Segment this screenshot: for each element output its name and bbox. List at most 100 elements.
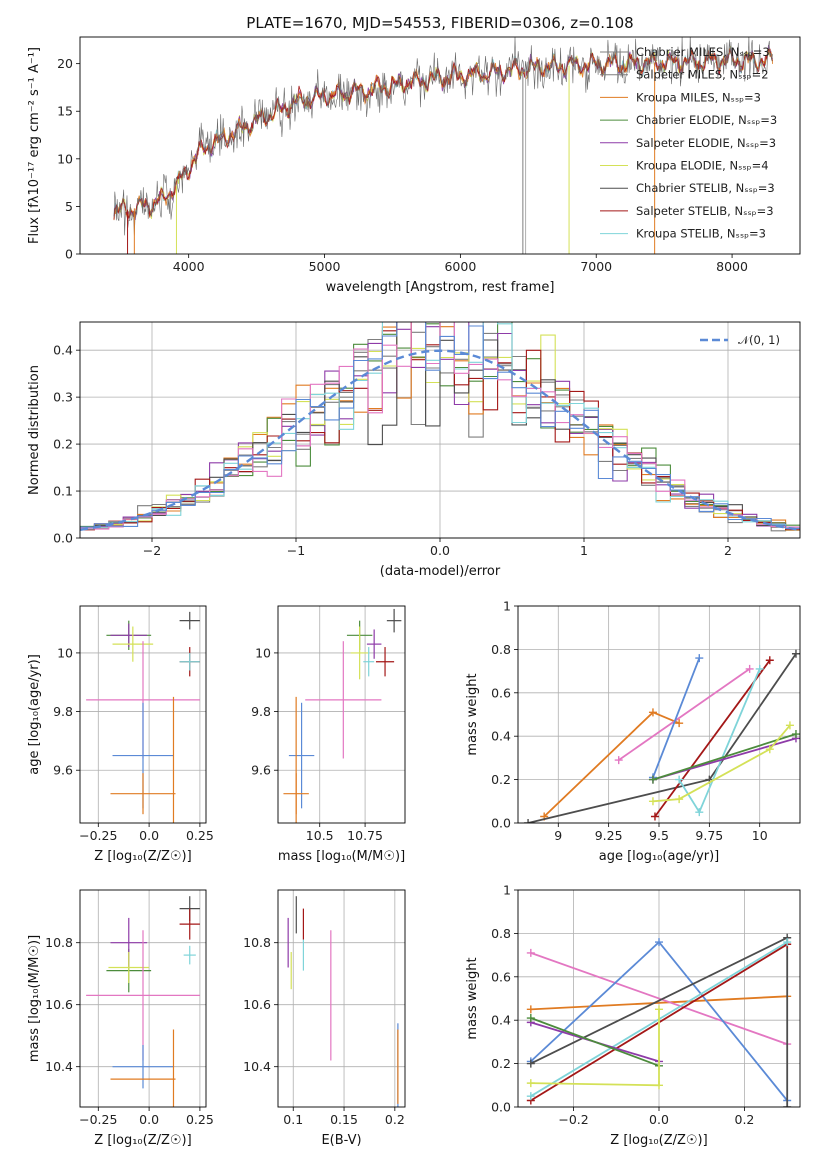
weight-marker — [675, 719, 684, 728]
weight-marker — [675, 795, 684, 804]
axes-frame — [79, 605, 207, 824]
x-tick-label: 8000 — [716, 259, 748, 274]
y-tick-label: 10.8 — [243, 935, 271, 950]
legend-label: Kroupa ELODIE, Nₛₛₚ=4 — [636, 159, 769, 173]
x-tick-label: 0.0 — [649, 1112, 669, 1127]
panel-age-Z: −0.25 0.0 0.25 9.6 9.8 10 Z [log₁₀(Z/Z☉)] age [… — [27, 605, 214, 864]
legend-label: Salpeter STELIB, Nₛₛₚ=3 — [636, 204, 774, 218]
y-tick-label: 0.2 — [491, 1056, 511, 1071]
plot-area — [86, 611, 200, 823]
weight-marker — [655, 1081, 663, 1090]
plot-area — [113, 37, 774, 254]
x-tick-label: 10.75 — [347, 828, 383, 843]
x-tick-label: 0.0 — [139, 828, 159, 843]
x-tick-label: 0.15 — [330, 1112, 358, 1127]
axes-frame — [277, 889, 406, 1108]
panel-age-mass: 10.5 10.75 9.6 9.8 10 mass [log₁₀(M/M☉)] — [251, 605, 406, 864]
weight-marker — [785, 721, 794, 730]
weight-marker — [695, 654, 704, 663]
y-tick-label: 0.8 — [491, 642, 511, 657]
x-axis-label: wavelength [Angstrom, rest frame] — [326, 280, 555, 295]
y-tick-label: 1 — [503, 599, 511, 614]
figure-title: PLATE=1670, MJD=54553, FIBERID=0306, z=0… — [246, 14, 633, 32]
weight-marker — [765, 745, 774, 754]
panel-mass-Z: −0.25 0.0 0.25 10.4 10.6 10.8 Z [log₁₀(Z/Z☉)] m… — [27, 889, 214, 1148]
x-tick-label: −1 — [287, 543, 305, 558]
x-tick-label: 0.25 — [186, 828, 214, 843]
x-tick-label: −0.25 — [79, 1112, 117, 1127]
y-tick-label: 0.3 — [53, 390, 73, 405]
weight-marker — [783, 938, 792, 947]
legend-label: Chabrier MILES, Nₛₛₚ=3 — [636, 45, 770, 59]
weight-line — [654, 659, 771, 818]
legend-label: Salpeter MILES, Nₛₛₚ=2 — [636, 68, 769, 82]
axes-frame — [277, 605, 406, 824]
weight-marker — [526, 1092, 535, 1101]
y-tick-label: 1 — [503, 883, 511, 898]
y-tick-label: 0.4 — [491, 1013, 511, 1028]
y-tick-label: 10 — [57, 645, 73, 660]
x-tick-label: 0.2 — [385, 1112, 405, 1127]
weight-marker — [648, 708, 657, 717]
x-tick-label: 10 — [752, 828, 768, 843]
x-axis-label: Z [log₁₀(Z/Z☉)] — [610, 1133, 707, 1148]
panel-weight-Z: −0.2 0.0 0.2 0.0 0.2 0.4 0.6 0.8 1 Z [log₁₀(Z/Z☉)… — [465, 883, 801, 1148]
x-tick-label: 0.0 — [430, 543, 450, 558]
weight-marker — [650, 812, 659, 821]
y-tick-label: 0.0 — [491, 1100, 511, 1115]
x-tick-label: 9.25 — [595, 828, 623, 843]
plot-area — [524, 649, 800, 823]
x-tick-label: −0.2 — [558, 1112, 588, 1127]
axes-frame — [79, 36, 801, 255]
y-tick-label: 10.6 — [45, 997, 73, 1012]
x-axis-label: Z [log₁₀(Z/Z☉)] — [94, 1133, 191, 1148]
y-tick-label: 0.1 — [53, 484, 73, 499]
weight-marker — [526, 1079, 535, 1088]
y-tick-label: 10.6 — [243, 997, 271, 1012]
legend-label: Kroupa MILES, Nₛₛₚ=3 — [636, 90, 761, 104]
weight-marker — [526, 1059, 535, 1068]
y-tick-label: 0 — [65, 247, 73, 262]
plot-area — [283, 608, 402, 823]
weight-marker — [524, 819, 533, 823]
weight-marker — [526, 948, 535, 957]
weight-line — [530, 952, 788, 1045]
x-tick-label: 2 — [724, 543, 732, 558]
x-tick-label: 0.25 — [186, 1112, 214, 1127]
y-tick-label: 10.8 — [45, 935, 73, 950]
weight-line — [652, 657, 701, 778]
x-axis-label: Z [log₁₀(Z/Z☉)] — [94, 849, 191, 864]
weight-marker — [648, 797, 657, 806]
panel-spectrum: 4000 5000 6000 7000 8000 0 5 10 15 20 wavelength [… — [27, 36, 801, 295]
axes-frame — [517, 605, 801, 824]
weight-marker — [783, 1103, 792, 1107]
weight-marker — [526, 1014, 535, 1023]
weight-marker — [791, 730, 800, 739]
x-tick-label: 0.1 — [283, 1112, 303, 1127]
x-axis-label: (data-model)/error — [380, 564, 501, 579]
plot-area — [526, 933, 792, 1107]
weight-line — [652, 724, 791, 803]
legend-label: Salpeter ELODIE, Nₛₛₚ=3 — [636, 136, 776, 150]
x-tick-label: 9 — [554, 828, 562, 843]
y-tick-label: 15 — [57, 104, 73, 119]
weight-marker — [655, 938, 663, 947]
x-axis-label: E(B-V) — [321, 1133, 361, 1148]
y-tick-label: 5 — [65, 199, 73, 214]
y-axis-label: mass [log₁₀(M/M☉)] — [27, 935, 42, 1062]
y-tick-label: 0.4 — [491, 729, 511, 744]
y-tick-label: 0.6 — [491, 685, 511, 700]
panel-weight-age: 9 9.25 9.5 9.75 10 0.0 0.2 0.4 0.6 0.8 1 age [log₁₀… — [465, 599, 801, 864]
panel-mass-EBV: 0.1 0.15 0.2 10.4 10.6 10.8 E(B-V) — [243, 889, 406, 1148]
weight-line — [530, 1009, 660, 1087]
y-tick-label: 10 — [57, 151, 73, 166]
weight-marker — [655, 1005, 663, 1014]
y-axis-label: mass weight — [465, 673, 480, 755]
weight-marker — [695, 808, 704, 817]
y-tick-label: 10 — [255, 645, 271, 660]
x-axis-label: mass [log₁₀(M/M☉)] — [278, 849, 405, 864]
y-tick-label: 0.0 — [53, 531, 73, 546]
y-tick-label: 9.6 — [251, 763, 271, 778]
y-tick-label: 0.2 — [491, 772, 511, 787]
